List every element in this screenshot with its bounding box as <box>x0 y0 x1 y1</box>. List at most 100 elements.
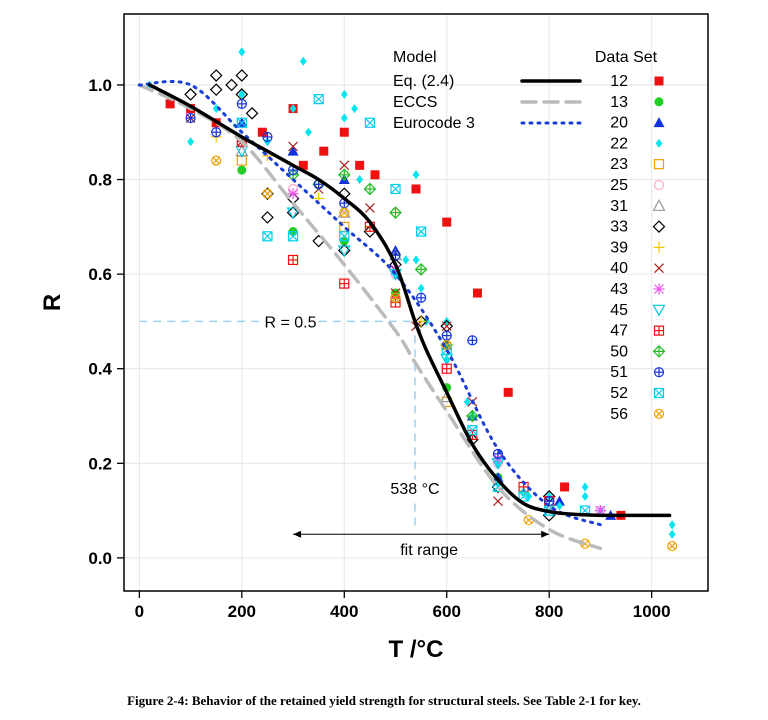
dataset-legend-label: 52 <box>610 385 628 402</box>
data-point-set-51 <box>185 112 196 124</box>
data-point-set-33 <box>209 83 223 97</box>
dataset-legend-marker-25 <box>653 179 665 191</box>
dataset-legend-marker-47 <box>653 325 665 336</box>
data-point-set-56 <box>339 207 350 218</box>
axes: 0 200 400 600 800 1000 0.0 0.2 0.4 0.6 0.8 1.0 T /°C… <box>39 76 671 663</box>
r-guide-label: R = 0.5 <box>264 314 316 331</box>
data-point-set-12 <box>298 160 308 170</box>
dataset-legend-label: 25 <box>610 177 628 194</box>
data-point-set-52 <box>313 94 324 105</box>
x-tick-label: 0 <box>135 602 144 621</box>
data-point-set-12 <box>503 387 513 397</box>
model-legend-label: Eurocode 3 <box>393 115 475 132</box>
dataset-legend-marker-39 <box>653 241 665 253</box>
dataset-legend-label: 39 <box>610 239 628 256</box>
model-legend-title: Model <box>393 49 437 66</box>
data-point-set-22 <box>417 283 425 293</box>
x-tick-label: 800 <box>535 602 563 621</box>
dataset-legend-marker-50 <box>652 345 666 358</box>
data-point-set-22 <box>340 113 348 123</box>
t-guide-label: 538 °C <box>390 481 439 498</box>
data-point-set-51 <box>416 292 427 303</box>
data-point-set-52 <box>467 425 478 436</box>
dataset-legend-label: 47 <box>610 323 628 340</box>
data-point-set-22 <box>668 520 676 530</box>
data-point-set-33 <box>225 78 238 92</box>
grid <box>124 14 708 591</box>
y-tick-label: 0.0 <box>88 549 112 568</box>
data-point-set-47 <box>339 278 350 289</box>
dataset-legend-label: 33 <box>610 219 628 236</box>
x-tick-label: 600 <box>433 602 461 621</box>
data-point-set-12 <box>165 99 175 109</box>
data-point-set-43 <box>287 188 299 200</box>
data-point-set-47 <box>287 254 299 266</box>
data-point-set-52 <box>364 117 375 128</box>
data-point-set-33 <box>184 88 197 101</box>
data-point-set-22 <box>356 175 364 185</box>
data-point-set-22 <box>238 47 246 57</box>
data-point-set-12 <box>355 160 365 170</box>
data-point-set-52 <box>287 231 299 242</box>
model-curve-eurocode-3 <box>137 79 602 527</box>
guide-lines <box>139 320 416 530</box>
data-point-set-33 <box>261 211 274 224</box>
data-point-set-12 <box>560 482 570 492</box>
data-point-set-40 <box>364 202 375 213</box>
dataset-legend-title: Data Set <box>595 49 658 66</box>
annotations: R = 0.5 538 °C fit range <box>264 314 550 559</box>
data-point-set-56 <box>262 188 273 199</box>
x-axis-label: T /°C <box>389 636 444 663</box>
data-point-set-22 <box>299 56 307 66</box>
dataset-legend-marker-31 <box>652 199 666 211</box>
data-point-set-40 <box>339 160 350 171</box>
dataset-legend-label: 51 <box>610 364 628 381</box>
data-point-set-56 <box>211 155 222 166</box>
data-point-set-56 <box>390 292 401 303</box>
data-point-set-45 <box>286 207 300 220</box>
data-point-set-52 <box>416 226 427 237</box>
model-curve-eccs <box>137 83 603 551</box>
model-curves <box>137 79 672 551</box>
x-tick-label: 200 <box>228 602 256 621</box>
dataset-legend-marker-23 <box>653 159 665 170</box>
data-point-set-22 <box>412 170 420 180</box>
data-point-set-12 <box>442 217 452 227</box>
data-point-set-12 <box>319 146 329 156</box>
dataset-legend-label: 22 <box>610 135 628 152</box>
fit-range-arrowhead-left <box>293 530 302 538</box>
x-tick-label: 1000 <box>633 602 671 621</box>
figure-caption: Figure 2-4: Behavior of the retained yie… <box>127 693 641 708</box>
data-point-set-33 <box>235 69 249 82</box>
data-point-set-22 <box>668 529 676 539</box>
model-legend-label: Eq. (2.4) <box>393 73 454 90</box>
model-legend-label: ECCS <box>393 94 437 111</box>
data-point-set-22 <box>581 482 589 492</box>
data-point-set-52 <box>339 231 350 242</box>
y-tick-label: 0.2 <box>88 454 112 473</box>
data-point-set-22 <box>212 104 220 114</box>
model-curve-eq-2-4- <box>147 83 672 518</box>
data-point-set-50 <box>389 206 402 219</box>
data-point-set-51 <box>236 98 247 109</box>
legend: Model Eq. (2.4) ECCS Eurocode 3 Data Set 12 13… <box>393 49 666 423</box>
dataset-legend-marker-22 <box>655 138 663 148</box>
dataset-legend-marker-12 <box>654 76 664 86</box>
dataset-legend-label: 12 <box>610 73 628 90</box>
dataset-legend-label: 13 <box>610 94 628 111</box>
data-point-set-20 <box>553 495 565 506</box>
data-point-set-52 <box>390 183 401 195</box>
data-point-set-50 <box>466 409 479 423</box>
y-tick-label: 1.0 <box>88 76 112 95</box>
data-point-set-22 <box>351 104 358 114</box>
dataset-legend-label: 23 <box>610 156 628 173</box>
dataset-legend-marker-40 <box>654 263 664 274</box>
data-point-set-22 <box>340 89 348 99</box>
dataset-legend-marker-20 <box>653 117 665 128</box>
dataset-legend-marker-51 <box>653 367 665 378</box>
dataset-legend-label: 31 <box>610 198 628 215</box>
dataset-legend-label: 50 <box>610 343 628 360</box>
data-point-set-51 <box>211 127 222 138</box>
dataset-legend-label: 45 <box>610 302 628 319</box>
data-point-set-22 <box>402 255 410 265</box>
